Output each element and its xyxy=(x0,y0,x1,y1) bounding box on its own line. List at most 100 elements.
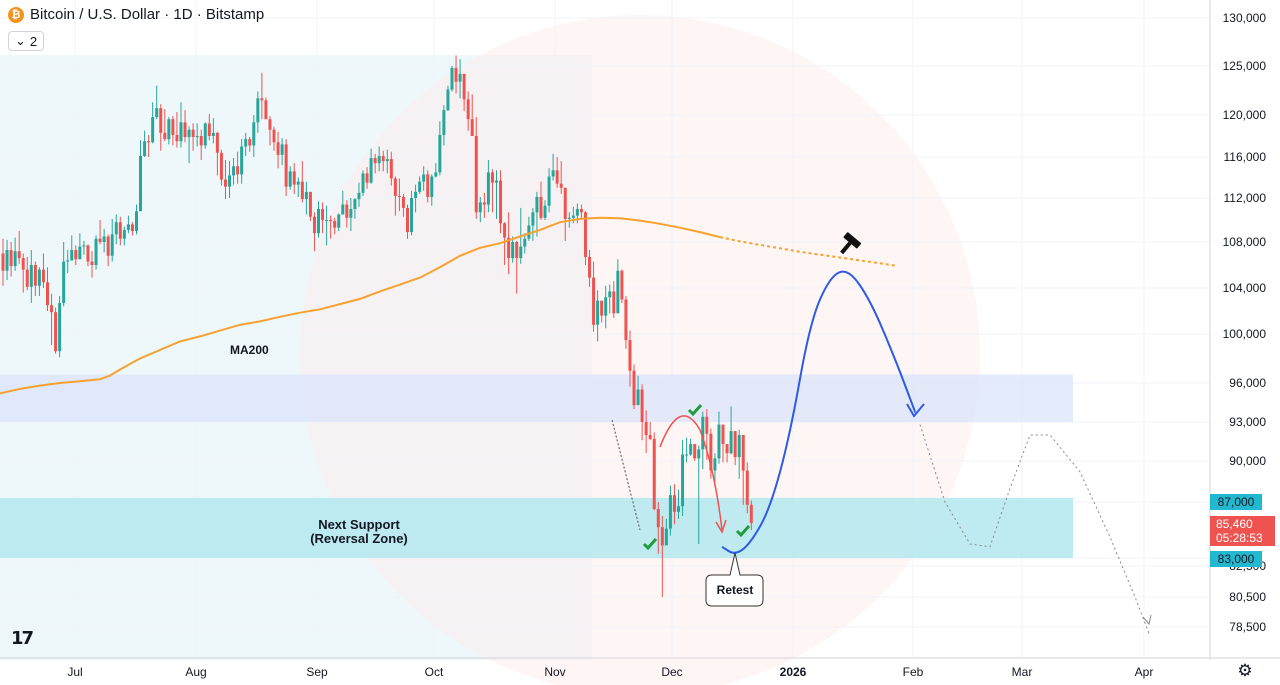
candle xyxy=(442,105,446,146)
x-tick-label: Feb xyxy=(903,665,924,679)
y-tick-label: 96,000 xyxy=(1229,376,1266,390)
candle xyxy=(341,190,345,215)
candle xyxy=(58,296,62,358)
candle xyxy=(288,166,292,190)
price-zone-0 xyxy=(0,374,1073,422)
candle xyxy=(410,190,414,236)
projection-path xyxy=(721,270,916,554)
candle xyxy=(191,123,195,151)
candle xyxy=(624,296,628,349)
candle xyxy=(656,502,660,554)
candle xyxy=(211,118,215,144)
candle xyxy=(175,112,179,148)
candle xyxy=(155,85,159,120)
candle xyxy=(62,242,66,307)
candle xyxy=(264,97,268,120)
candle xyxy=(130,222,134,236)
candle xyxy=(147,134,151,157)
candle xyxy=(134,204,138,235)
candle xyxy=(199,129,203,161)
candle xyxy=(236,151,240,184)
candle xyxy=(511,236,515,263)
candle xyxy=(223,160,227,200)
indicators-count: 2 xyxy=(29,33,38,49)
gear-icon[interactable]: ⚙ xyxy=(1237,661,1253,680)
y-tick-label: 125,000 xyxy=(1223,59,1267,73)
candle xyxy=(588,250,592,287)
candle xyxy=(228,161,232,198)
candle xyxy=(248,137,252,152)
candle xyxy=(677,489,681,519)
ma200-projection-line xyxy=(719,236,896,267)
candle xyxy=(256,91,260,133)
candle xyxy=(207,114,211,141)
candle xyxy=(450,66,454,92)
check-mark-3 xyxy=(735,525,751,538)
candle xyxy=(668,485,672,536)
candle xyxy=(543,200,547,220)
candle xyxy=(490,169,494,213)
time-axis[interactable]: Jul Aug Sep Oct Nov Dec 2026 Feb Mar Apr xyxy=(67,665,1153,679)
candle xyxy=(13,237,17,271)
projection-dotted-path xyxy=(919,424,1151,637)
x-tick-label: Mar xyxy=(1012,665,1033,679)
x-tick-label: Aug xyxy=(185,665,206,679)
candle xyxy=(102,228,106,253)
candle xyxy=(729,406,733,455)
candle xyxy=(357,182,361,207)
price-zone-1 xyxy=(0,497,1073,558)
tradingview-logo[interactable]: 17 xyxy=(11,628,34,649)
dotted-arrowhead xyxy=(1142,614,1152,626)
svg-text:83,000: 83,000 xyxy=(1218,552,1255,566)
candle xyxy=(50,293,54,346)
candle xyxy=(1,238,5,286)
candle xyxy=(652,432,656,511)
candle xyxy=(195,123,199,147)
retest-callout: Retest xyxy=(705,552,764,607)
candle xyxy=(143,130,147,157)
candle xyxy=(478,196,482,223)
y-tick-label: 90,000 xyxy=(1229,454,1266,468)
indicators-toggle-button[interactable]: ⌄ 2 xyxy=(8,31,45,51)
candle xyxy=(94,235,98,270)
candle xyxy=(296,177,300,197)
candle xyxy=(499,170,503,234)
candle xyxy=(632,364,636,409)
y-tick-label: 80,500 xyxy=(1229,590,1266,604)
candle xyxy=(470,94,474,136)
candle xyxy=(737,429,741,479)
candle xyxy=(430,174,434,206)
candle xyxy=(507,212,511,275)
candle xyxy=(29,250,33,303)
candle xyxy=(300,161,304,203)
candle xyxy=(369,148,373,184)
candle xyxy=(701,411,705,470)
candle xyxy=(523,233,527,254)
candle xyxy=(110,218,114,262)
candle xyxy=(749,500,753,530)
candle xyxy=(151,102,155,144)
candle xyxy=(304,181,308,215)
candle xyxy=(86,244,90,267)
candle xyxy=(244,132,248,156)
candle xyxy=(5,239,9,280)
candle xyxy=(203,122,207,149)
candle xyxy=(559,161,563,194)
y-tick-label: 100,000 xyxy=(1223,327,1267,341)
candle xyxy=(377,146,381,172)
candle xyxy=(321,202,325,234)
candle xyxy=(337,213,341,231)
candle xyxy=(41,253,45,288)
check-mark-2 xyxy=(687,404,703,417)
candle xyxy=(583,211,587,265)
dotted-drop-line xyxy=(611,419,641,531)
hammer-icon xyxy=(840,232,861,255)
candle xyxy=(345,200,349,228)
candle xyxy=(636,375,640,406)
candle xyxy=(25,256,29,291)
candle xyxy=(555,157,559,188)
y-tick-label: 104,000 xyxy=(1223,281,1267,295)
candle xyxy=(308,191,312,222)
candle xyxy=(373,153,377,174)
